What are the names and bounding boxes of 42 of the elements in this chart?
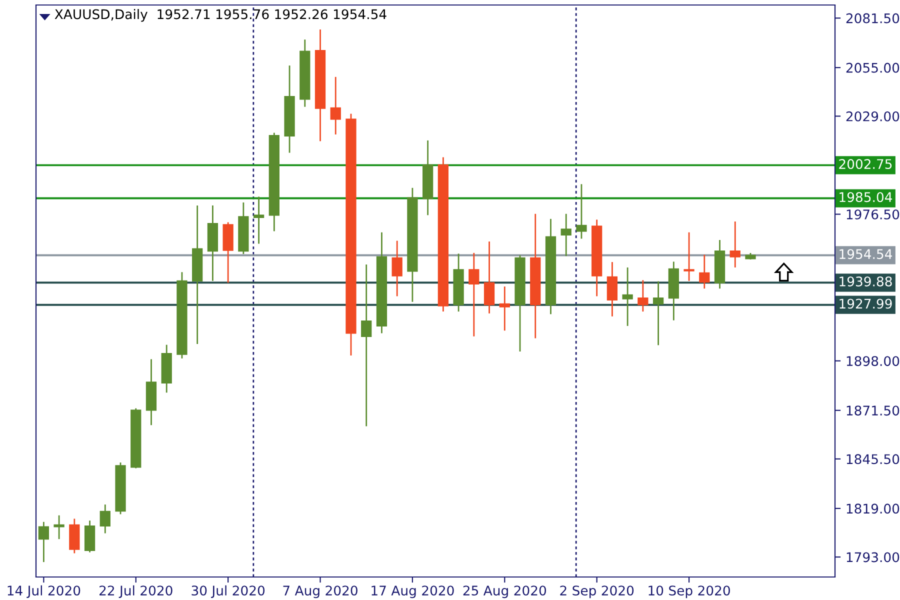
candlestick bbox=[361, 264, 372, 427]
candlestick bbox=[484, 240, 495, 314]
y-tick-label: 1871.50 bbox=[846, 406, 900, 416]
x-tick-label: 14 Jul 2020 bbox=[8, 585, 80, 598]
candlestick bbox=[38, 521, 49, 563]
ref-line-label: 1939.88 bbox=[840, 276, 892, 286]
y-tick-label: 1976.50 bbox=[846, 209, 900, 220]
y-tick-label: 1898.00 bbox=[846, 356, 900, 366]
candlestick bbox=[699, 254, 710, 290]
y-tick-label: 2029.00 bbox=[846, 111, 900, 122]
candlestick bbox=[253, 196, 264, 244]
y-tick-label: 1793.00 bbox=[846, 552, 900, 562]
x-tick-label: 2 Sep 2020 bbox=[560, 586, 634, 598]
candlestick bbox=[606, 261, 618, 318]
candlestick bbox=[560, 213, 572, 257]
y-tick-label: 1845.50 bbox=[846, 454, 900, 464]
candlestick bbox=[54, 514, 64, 540]
y-tick-label: 2081.50 bbox=[846, 13, 900, 24]
candlestick bbox=[330, 76, 341, 136]
x-tick-label: 17 Aug 2020 bbox=[372, 586, 454, 598]
candlestick bbox=[499, 286, 510, 332]
chart-title: XAUUSD,Daily 1952.71 1955.76 1952.26 1954.54 bbox=[54, 9, 386, 22]
candlestick bbox=[730, 220, 740, 268]
candlestick bbox=[684, 232, 694, 282]
x-tick-label: 22 Jul 2020 bbox=[100, 585, 172, 598]
candlestick bbox=[468, 252, 480, 338]
x-tick-label: 30 Jul 2020 bbox=[192, 585, 265, 598]
ref-line-label: 1927.99 bbox=[840, 298, 892, 309]
candlestick bbox=[100, 504, 110, 534]
candlestick bbox=[622, 266, 633, 327]
ref-line-label: 2002.75 bbox=[839, 159, 892, 170]
candlestick bbox=[392, 240, 402, 297]
ref-line-label: 1954.54 bbox=[840, 249, 892, 260]
candlestick bbox=[576, 183, 587, 240]
candlestick bbox=[652, 280, 664, 346]
candlestick bbox=[638, 279, 648, 312]
ref-line-label: 1985.04 bbox=[840, 192, 892, 202]
y-tick-label: 2055.00 bbox=[846, 62, 900, 73]
x-tick-label: 10 Sep 2020 bbox=[648, 586, 730, 598]
y-tick-label: 1819.00 bbox=[846, 504, 900, 514]
x-tick-label: 25 Aug 2020 bbox=[463, 586, 546, 598]
x-tick-label: 7 Aug 2020 bbox=[283, 586, 358, 598]
